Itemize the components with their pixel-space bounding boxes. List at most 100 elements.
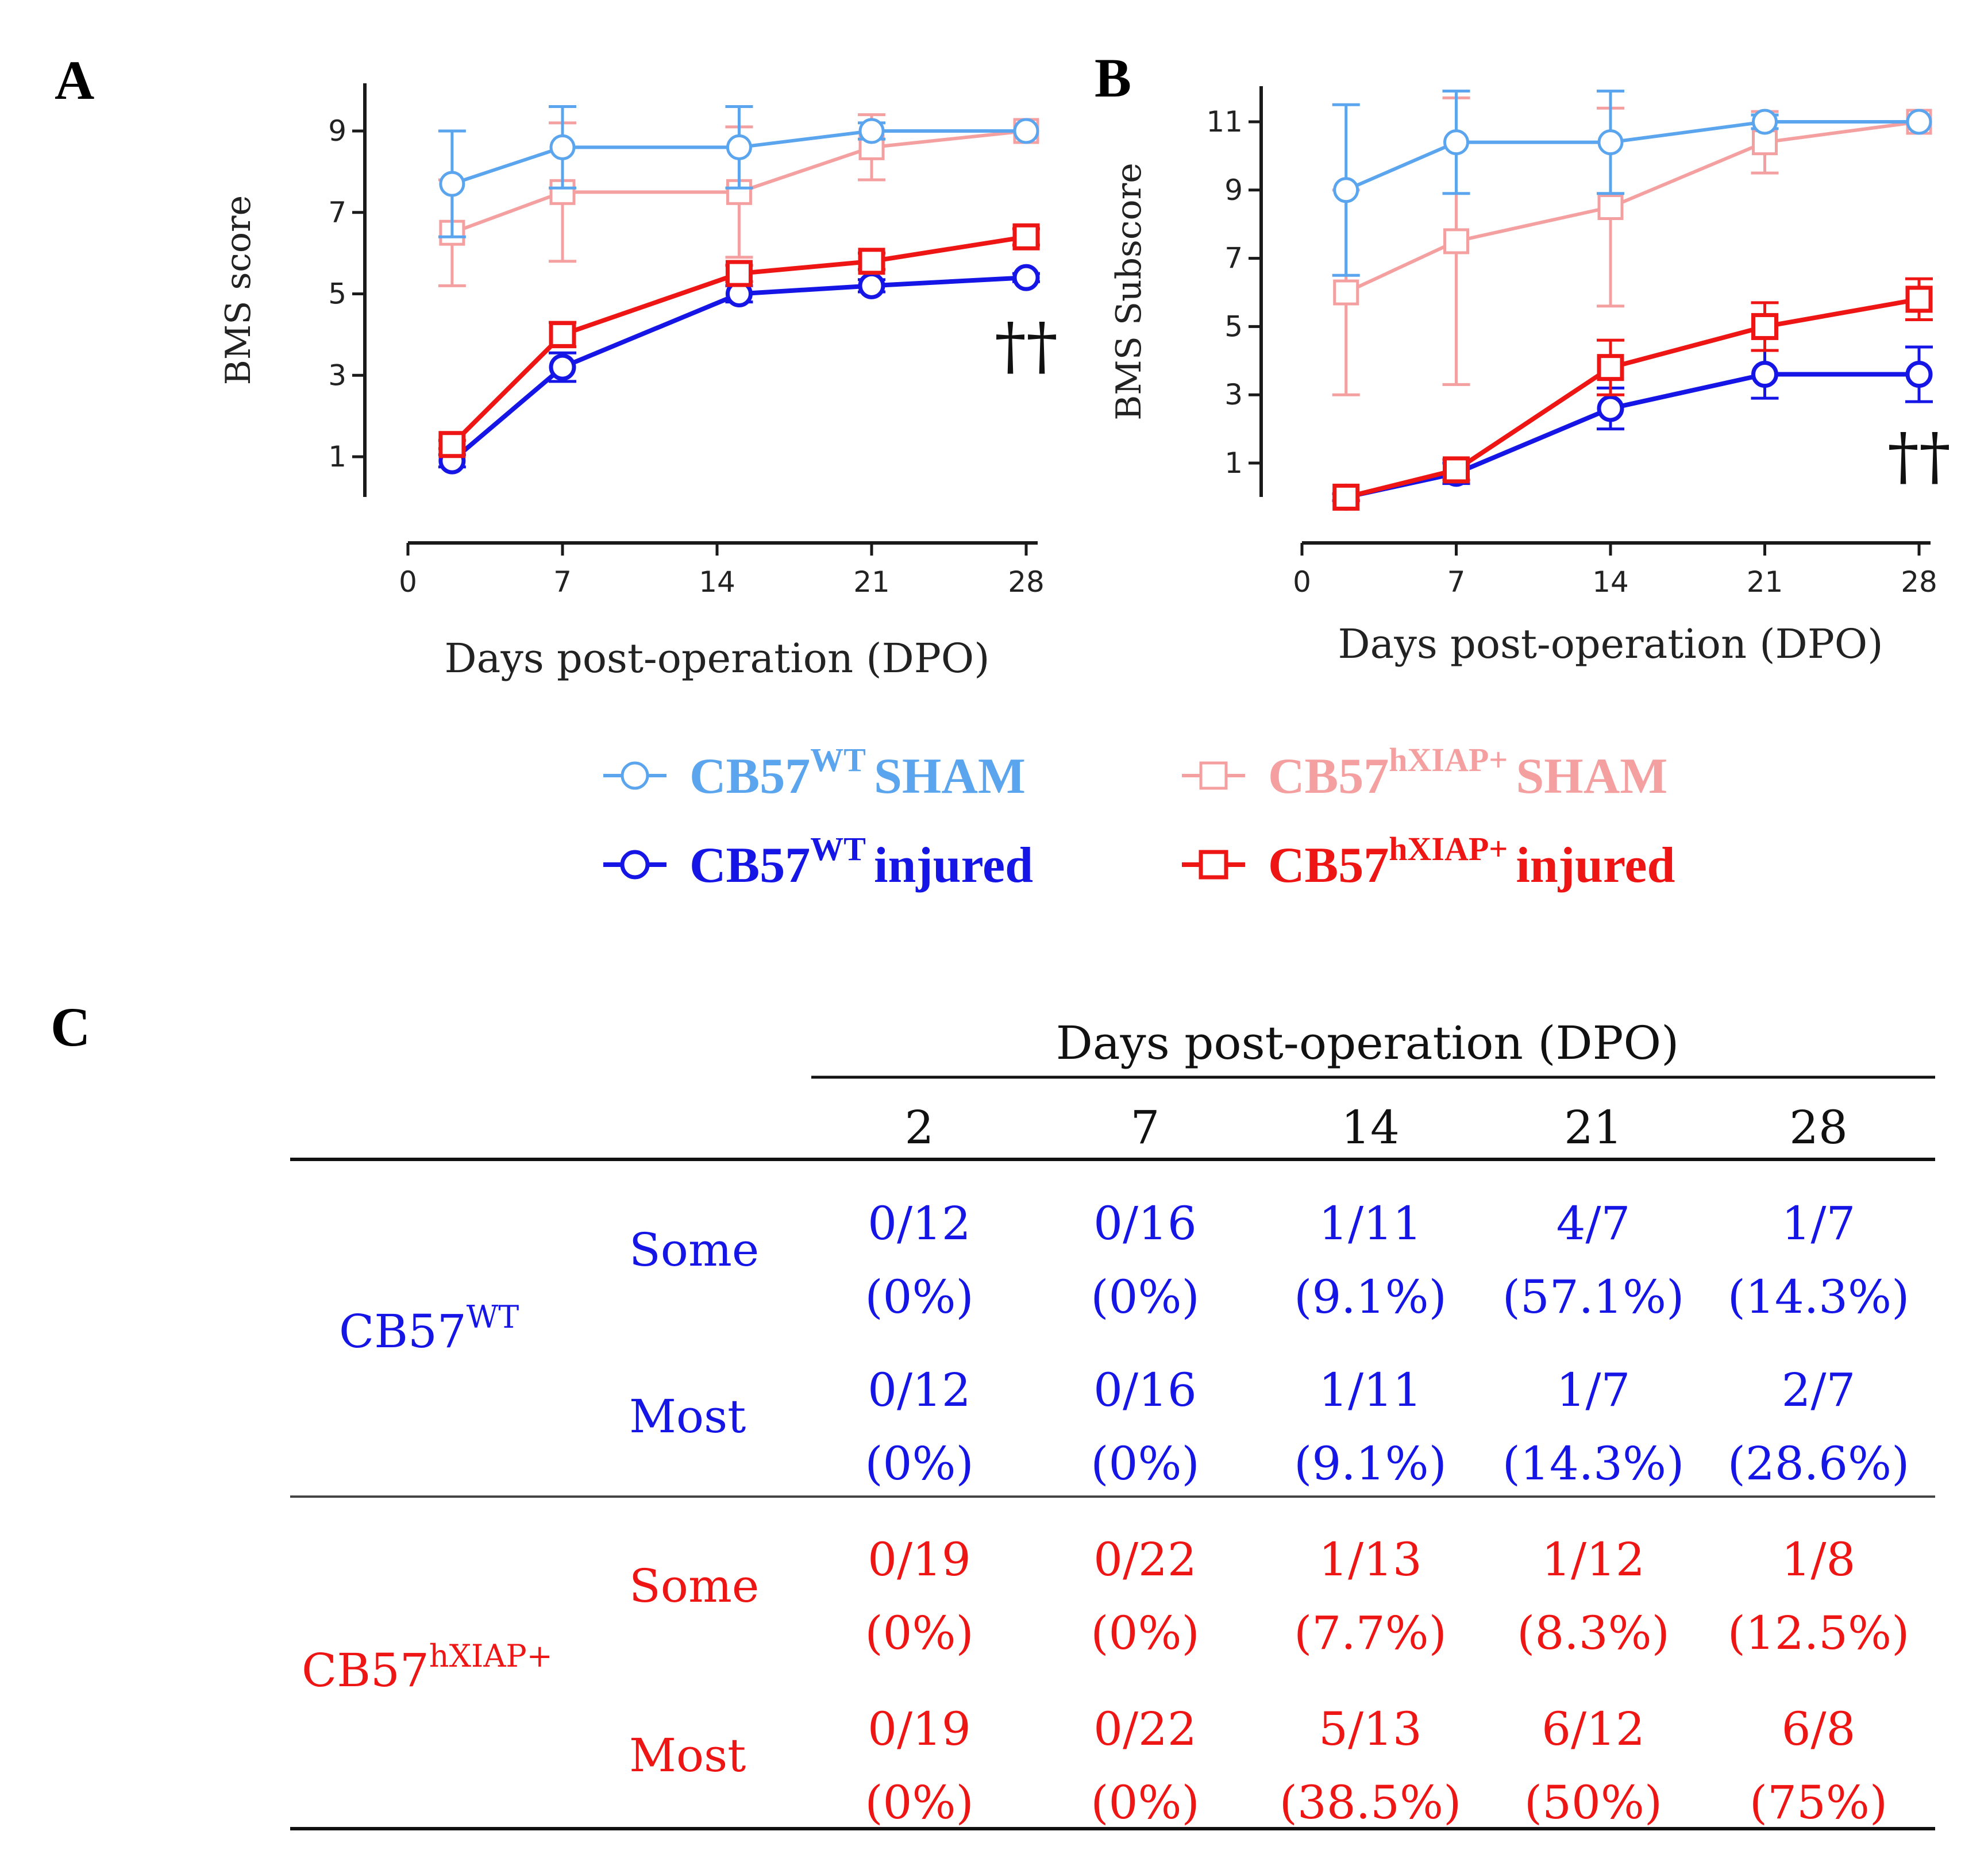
table-cell-fraction: 1/11	[1319, 1197, 1422, 1250]
legend-marker	[1199, 761, 1228, 790]
legend-label-suffix: injured	[874, 838, 1033, 893]
data-point	[1905, 286, 1933, 313]
significance-marker: ††	[1887, 419, 1951, 493]
chart-a: 1 3 5 7 9 0 7 14 21 28 Days post-operation (DPO) BM…	[218, 83, 1058, 682]
table-cell-percent: (28.6%)	[1728, 1437, 1910, 1490]
table-row-label: Some	[629, 1559, 759, 1613]
legend-item-wt_sham: CB57WT SHAM	[603, 741, 1026, 804]
table-cell-percent: (57.1%)	[1502, 1270, 1685, 1324]
legend-item-hx_injured: CB57hXIAP+ injured	[1182, 830, 1675, 893]
table-column-header: 14	[1341, 1101, 1400, 1154]
data-point	[725, 260, 753, 287]
table-row-label: Most	[629, 1729, 746, 1782]
data-point	[1443, 129, 1469, 156]
legend-label-sup: hXIAP+	[1389, 830, 1508, 868]
table-group-label-base: CB57	[302, 1644, 429, 1697]
table-cell-percent: (75%)	[1750, 1776, 1887, 1829]
table-cell-percent: (0%)	[865, 1437, 973, 1490]
series-wt_injured	[438, 264, 1040, 475]
table-column-header: 28	[1789, 1101, 1848, 1154]
panel-b-label: B	[1095, 47, 1131, 109]
table-c: Days post-operation (DPO)2 7 14 21 28CB57WTS…	[290, 1016, 1935, 1830]
x-axis-label: Days post-operation (DPO)	[1338, 620, 1883, 668]
data-point	[726, 134, 752, 160]
data-point	[438, 431, 466, 458]
table-row-label: Most	[629, 1390, 746, 1443]
table-cell-percent: (0%)	[1091, 1437, 1199, 1490]
y-tick-label: 1	[328, 440, 346, 473]
data-point	[1906, 109, 1932, 135]
significance-marker: ††	[995, 309, 1058, 383]
data-point	[1012, 223, 1040, 250]
table-cell-fraction: 1/11	[1319, 1363, 1422, 1417]
data-point	[549, 134, 576, 160]
legend-label: CB57hXIAP+ injured	[1268, 830, 1675, 893]
data-point	[1905, 361, 1933, 388]
x-tick-label: 0	[1293, 565, 1311, 599]
table-cell-fraction: 6/8	[1782, 1702, 1856, 1756]
table-cell-fraction: 0/22	[1093, 1702, 1197, 1756]
legend-marker	[1199, 850, 1228, 880]
table-cell-percent: (14.3%)	[1502, 1437, 1685, 1490]
table-row-label: Some	[629, 1223, 759, 1277]
x-tick-label: 21	[853, 565, 890, 599]
table-cell-fraction: 1/8	[1782, 1533, 1856, 1586]
table-cell-fraction: 0/19	[868, 1702, 971, 1756]
table-cell-fraction: 1/12	[1542, 1533, 1645, 1586]
table-header: Days post-operation (DPO)	[1056, 1016, 1679, 1070]
panel-c-label: C	[51, 996, 90, 1058]
data-point	[549, 321, 576, 348]
x-tick-label: 21	[1747, 565, 1783, 599]
table-column-header: 7	[1131, 1101, 1160, 1154]
table-cell-fraction: 0/16	[1093, 1363, 1197, 1417]
x-tick-label: 7	[1447, 565, 1466, 599]
table-cell-fraction: 6/12	[1542, 1702, 1645, 1756]
table-cell-percent: (12.5%)	[1728, 1606, 1910, 1660]
table-cell-percent: (0%)	[1091, 1270, 1199, 1324]
table-cell-fraction: 0/12	[868, 1197, 971, 1250]
legend-label-base: CB57	[689, 838, 810, 893]
legend-label: CB57WT injured	[689, 830, 1033, 893]
data-point	[1597, 395, 1624, 422]
table-cell-fraction: 1/13	[1319, 1533, 1422, 1586]
table-cell-percent: (8.3%)	[1517, 1606, 1670, 1660]
table-cell-percent: (0%)	[1091, 1776, 1199, 1829]
data-point	[1752, 109, 1778, 135]
data-point	[1012, 264, 1040, 291]
y-axis-label: BMS score	[218, 195, 259, 385]
series-wt_sham	[1332, 90, 1932, 277]
legend-label-base: CB57	[689, 749, 810, 804]
table-cell-percent: (0%)	[865, 1776, 973, 1829]
y-tick-label: 7	[1224, 242, 1243, 275]
table-cell-fraction: 0/16	[1093, 1197, 1197, 1250]
table-cell-percent: (38.5%)	[1280, 1776, 1462, 1829]
x-tick-label: 28	[1008, 565, 1045, 599]
table-group-label-base: CB57	[339, 1305, 467, 1358]
series-hx_injured	[1332, 277, 1933, 511]
data-point	[1751, 313, 1778, 340]
x-tick-label: 14	[1592, 565, 1629, 599]
series-wt_injured	[1332, 345, 1933, 511]
legend-marker	[620, 850, 650, 880]
table-group-label: CB57hXIAP+	[302, 1638, 553, 1697]
legend-item-wt_injured: CB57WT injured	[603, 830, 1033, 893]
table-cell-percent: (50%)	[1524, 1776, 1662, 1829]
legend-label-base: CB57	[1268, 749, 1389, 804]
x-tick-label: 0	[399, 565, 417, 599]
table-cell-fraction: 1/7	[1782, 1197, 1856, 1250]
legend-label-sup: hXIAP+	[1389, 741, 1508, 778]
series-hx_sham	[1332, 96, 1932, 396]
data-point	[1443, 228, 1469, 255]
series-wt_sham	[438, 105, 1039, 238]
data-point	[858, 272, 885, 299]
data-point	[1443, 456, 1470, 484]
legend-label-suffix: injured	[1516, 838, 1675, 893]
table-column-header: 2	[905, 1101, 934, 1154]
table-cell-fraction: 1/7	[1557, 1363, 1631, 1417]
legend-label-sup: WT	[810, 741, 866, 778]
table-cell-percent: (0%)	[1091, 1606, 1199, 1660]
data-point	[1597, 129, 1624, 156]
table-cell-percent: (9.1%)	[1294, 1270, 1447, 1324]
y-tick-label: 3	[1224, 378, 1243, 411]
